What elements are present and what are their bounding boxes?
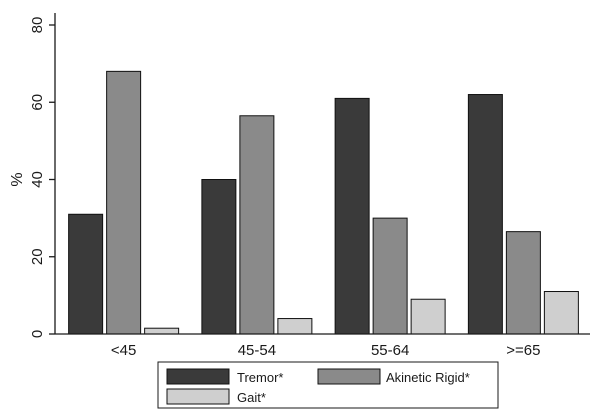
y-tick-label: 0 xyxy=(29,330,46,338)
y-tick-label: 80 xyxy=(29,17,46,34)
bar-akinetic-rigid-3 xyxy=(505,231,541,335)
bar-tremor-3 xyxy=(467,94,503,335)
x-tick-label: <45 xyxy=(111,342,136,359)
y-tick-label: 60 xyxy=(29,94,46,111)
legend-swatch xyxy=(166,388,230,405)
legend-label: Tremor* xyxy=(237,370,283,385)
bar-gait-0 xyxy=(144,327,180,335)
bar-akinetic-rigid-0 xyxy=(106,70,142,335)
y-axis-title: % xyxy=(9,172,26,186)
y-axis: 0 20 40 60 80 xyxy=(29,13,56,338)
bar-gait-1 xyxy=(277,318,313,335)
legend-label: Gait* xyxy=(237,390,266,405)
legend-swatch xyxy=(166,368,230,385)
bar-tremor-2 xyxy=(334,97,370,335)
bar-tremor-1 xyxy=(201,179,237,335)
bars xyxy=(68,70,579,335)
x-tick-label: >=65 xyxy=(506,342,540,359)
x-axis: <45 45-54 55-64 >=65 xyxy=(55,333,590,359)
legend-swatch xyxy=(317,368,381,385)
y-tick-label: 20 xyxy=(29,248,46,265)
x-tick-label: 55-64 xyxy=(371,342,409,359)
bar-tremor-0 xyxy=(68,213,104,335)
legend-label: Akinetic Rigid* xyxy=(386,370,470,385)
bar-gait-2 xyxy=(410,298,446,335)
y-tick-label: 40 xyxy=(29,171,46,188)
bar-gait-3 xyxy=(543,291,579,335)
x-tick-label: 45-54 xyxy=(238,342,276,359)
legend: Tremor* Akinetic Rigid* Gait* xyxy=(157,361,499,409)
bar-akinetic-rigid-2 xyxy=(372,217,408,335)
bar-akinetic-rigid-1 xyxy=(239,115,275,335)
